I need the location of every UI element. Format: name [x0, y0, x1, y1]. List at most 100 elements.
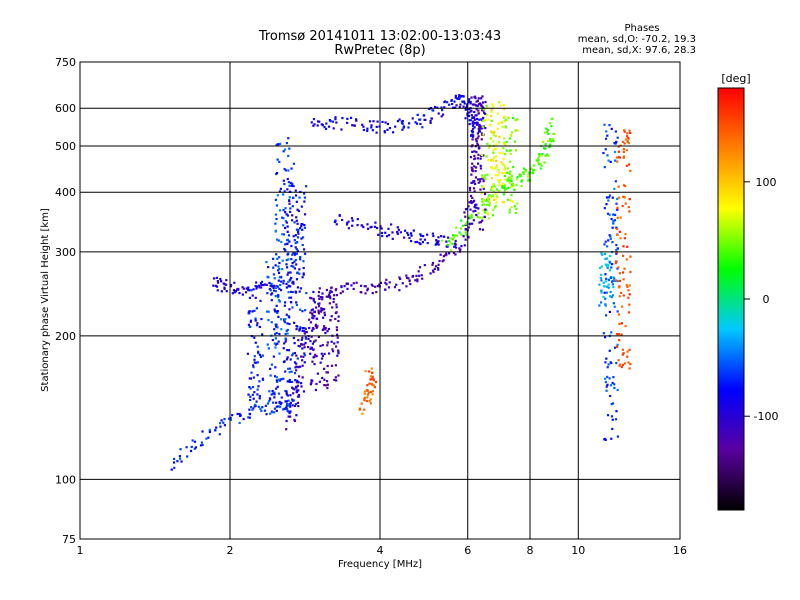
data-point [484, 119, 487, 122]
data-point [608, 269, 611, 272]
data-point [492, 167, 495, 171]
data-point [216, 280, 219, 283]
data-point [308, 318, 311, 321]
data-point [607, 363, 610, 366]
data-point [302, 272, 305, 275]
data-point [247, 312, 250, 315]
data-point [615, 243, 618, 247]
data-point [178, 455, 182, 458]
data-point [628, 348, 631, 351]
data-point [478, 216, 481, 219]
data-point [312, 299, 315, 302]
data-point [278, 332, 281, 336]
data-point [441, 113, 445, 116]
data-point [531, 171, 535, 175]
data-point [285, 221, 288, 224]
data-point [326, 344, 329, 347]
data-point [370, 367, 373, 370]
data-point [629, 363, 632, 366]
data-point [298, 328, 301, 331]
data-point [254, 403, 257, 406]
data-point [458, 96, 461, 99]
data-point [260, 317, 263, 321]
data-point [462, 95, 465, 98]
data-point [255, 361, 258, 364]
data-point [289, 410, 292, 413]
data-point [446, 101, 449, 104]
data-point [220, 290, 223, 293]
data-point [458, 106, 461, 109]
data-point [313, 363, 316, 366]
data-point [294, 379, 297, 382]
data-point [470, 181, 473, 185]
data-point [302, 355, 305, 358]
data-point [309, 352, 312, 355]
data-point [275, 238, 279, 241]
data-point [276, 194, 280, 197]
data-point [369, 375, 373, 378]
data-point [494, 192, 497, 196]
data-point [326, 386, 329, 390]
data-point [471, 162, 474, 165]
data-point [622, 294, 625, 297]
data-point [323, 367, 326, 370]
data-point [311, 316, 314, 319]
data-point [603, 123, 606, 126]
data-point [501, 121, 504, 124]
data-point [193, 440, 197, 443]
data-point [208, 428, 211, 432]
data-point [481, 200, 484, 203]
data-point [527, 179, 530, 182]
data-point [470, 213, 473, 216]
data-point [288, 378, 291, 382]
data-point [448, 103, 451, 106]
data-point [433, 105, 437, 109]
data-point [487, 118, 490, 121]
data-point [321, 292, 324, 295]
data-point [275, 331, 278, 335]
data-point [293, 342, 296, 345]
data-point [431, 263, 434, 266]
data-point [258, 286, 261, 289]
data-point [628, 129, 631, 132]
data-point [281, 233, 284, 236]
data-point [390, 223, 393, 226]
data-point [223, 424, 227, 427]
data-point [477, 207, 480, 210]
data-point [619, 216, 622, 219]
data-point [614, 213, 617, 216]
data-point [406, 231, 409, 235]
data-point [282, 279, 285, 282]
data-point [370, 225, 373, 228]
data-point [610, 415, 614, 418]
data-point [288, 411, 291, 415]
data-point [615, 345, 619, 348]
data-point [410, 234, 413, 237]
data-point [401, 128, 404, 131]
data-point [261, 354, 264, 357]
data-point [464, 215, 467, 218]
data-point [439, 253, 442, 256]
data-point [287, 280, 290, 283]
data-point [416, 278, 419, 281]
data-point [387, 286, 391, 289]
data-point [490, 108, 493, 111]
data-point [475, 100, 478, 103]
data-point [546, 130, 549, 134]
data-point [288, 371, 291, 374]
data-point [213, 277, 216, 280]
data-point [607, 264, 610, 267]
data-point [336, 354, 339, 357]
data-point [448, 252, 451, 255]
data-point [358, 408, 361, 411]
data-point [480, 127, 483, 130]
data-point [268, 281, 271, 284]
data-point [498, 135, 501, 139]
data-point [415, 274, 418, 277]
data-point [455, 226, 458, 229]
data-point [604, 257, 607, 261]
data-point [478, 126, 481, 130]
data-point [480, 191, 483, 194]
data-point [503, 174, 507, 178]
data-point [220, 280, 223, 283]
